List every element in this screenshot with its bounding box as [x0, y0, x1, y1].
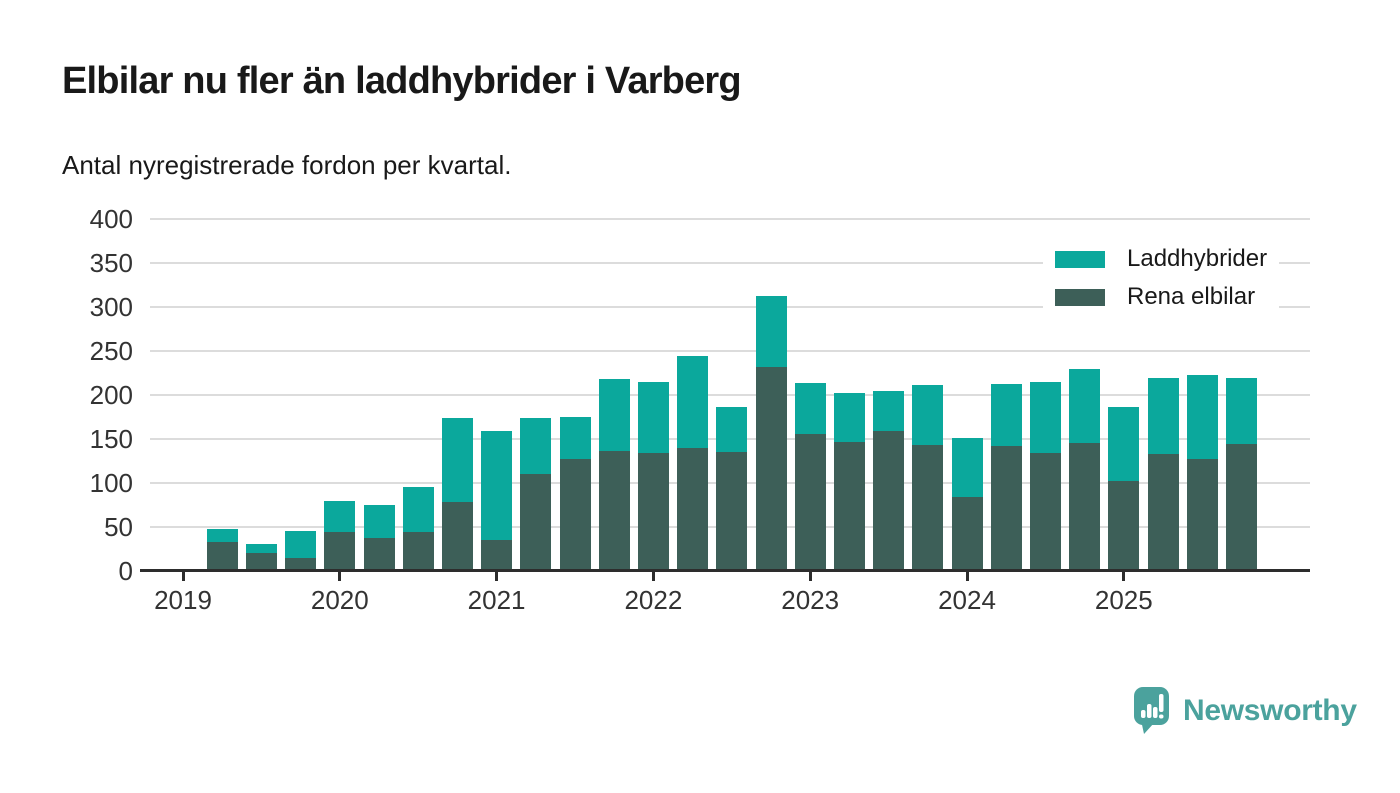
bar-laddhybrider-2020-Q2: [363, 505, 395, 539]
y-axis-tick-label-100: 100: [89, 468, 133, 498]
bar-laddhybrider-2023-Q4: [912, 385, 944, 446]
bar-rena-elbilar-2024-Q2: [990, 446, 1022, 571]
gridline-200: [150, 394, 1310, 396]
y-axis-tick-label-50: 50: [104, 512, 133, 542]
newsworthy-brand-text: Newsworthy: [1183, 693, 1357, 727]
x-axis-year-label-2022: 2022: [624, 585, 683, 615]
gridline-400: [150, 218, 1310, 220]
bar-laddhybrider-2023-Q2: [833, 393, 865, 442]
bar-laddhybrider-2021-Q2: [520, 417, 552, 475]
bar-laddhybrider-2022-Q2: [677, 356, 709, 448]
newsworthy-brandmark: Newsworthy: [1133, 686, 1357, 735]
x-axis-tick-2025: [1122, 572, 1126, 581]
bar-laddhybrider-2025-Q4: [1225, 378, 1257, 445]
y-axis-tick-label-200: 200: [89, 380, 133, 410]
bar-laddhybrider-2022-Q1: [637, 381, 669, 454]
x-axis-year-label-2025: 2025: [1094, 585, 1153, 615]
y-axis-tick-label-300: 300: [89, 292, 133, 322]
legend-label-laddhybrider: Laddhybrider: [1127, 245, 1268, 272]
x-axis-year-label-2021: 2021: [467, 585, 526, 615]
chart-subtitle: Antal nyregistrerade fordon per kvartal.: [62, 150, 512, 180]
bar-rena-elbilar-2021-Q4: [598, 451, 630, 571]
bar-rena-elbilar-2022-Q3: [716, 452, 748, 571]
chart-title: Elbilar nu fler än laddhybrider i Varber…: [62, 60, 742, 102]
bar-laddhybrider-2025-Q1: [1108, 407, 1140, 482]
bar-rena-elbilar-2022-Q1: [637, 453, 669, 571]
bar-laddhybrider-2023-Q3: [873, 390, 905, 432]
legend: Laddhybrider Rena elbilar: [1043, 239, 1280, 317]
bar-rena-elbilar-2022-Q4: [755, 366, 787, 571]
legend-label-rena-elbilar: Rena elbilar: [1127, 283, 1256, 310]
bar-laddhybrider-2020-Q1: [324, 501, 356, 533]
y-axis-tick-label-0: 0: [118, 556, 133, 586]
legend-item-rena-elbilar: Rena elbilar: [1055, 282, 1267, 312]
bar-laddhybrider-2021-Q1: [481, 431, 513, 541]
gridline-300: [150, 306, 1310, 308]
legend-swatch-rena-elbilar: [1055, 288, 1105, 306]
bar-laddhybrider-2025-Q2: [1147, 378, 1179, 454]
bar-rena-elbilar-2019-Q4: [285, 557, 317, 571]
bar-rena-elbilar-2024-Q1: [951, 497, 983, 571]
y-axis-tick-label-400: 400: [89, 204, 133, 234]
bar-rena-elbilar-2020-Q1: [324, 532, 356, 571]
bar-laddhybrider-2024-Q2: [990, 384, 1022, 447]
y-axis-tick-label-250: 250: [89, 336, 133, 366]
bar-laddhybrider-2019-Q2: [206, 528, 238, 542]
bar-rena-elbilar-2020-Q2: [363, 538, 395, 571]
x-axis-year-label-2024: 2024: [938, 585, 996, 615]
gridline-350: [150, 262, 1310, 264]
bar-laddhybrider-2024-Q4: [1069, 368, 1101, 443]
y-axis-tick-label-150: 150: [89, 424, 133, 454]
bar-laddhybrider-2024-Q3: [1029, 381, 1061, 454]
x-axis-year-label-2019: 2019: [154, 585, 212, 615]
x-axis-line: [140, 569, 1310, 572]
bar-laddhybrider-2021-Q3: [559, 417, 591, 460]
legend-swatch-laddhybrider: [1055, 250, 1105, 268]
x-axis-tick-2024: [965, 572, 969, 581]
bar-rena-elbilar-2023-Q3: [873, 431, 905, 571]
bar-laddhybrider-2022-Q3: [716, 407, 748, 453]
bar-rena-elbilar-2024-Q4: [1069, 442, 1101, 571]
bar-rena-elbilar-2024-Q3: [1029, 453, 1061, 571]
bar-rena-elbilar-2023-Q2: [833, 441, 865, 571]
gridline-250: [150, 350, 1310, 352]
bar-rena-elbilar-2025-Q2: [1147, 453, 1179, 571]
bar-rena-elbilar-2025-Q3: [1186, 459, 1218, 571]
x-axis-tick-2021: [495, 572, 499, 581]
bar-rena-elbilar-2020-Q3: [402, 532, 434, 571]
bar-laddhybrider-2019-Q4: [285, 530, 317, 558]
x-axis-year-label-2023: 2023: [781, 585, 840, 615]
bar-rena-elbilar-2023-Q1: [794, 433, 826, 571]
x-axis-year-label-2020: 2020: [310, 585, 369, 615]
bar-rena-elbilar-2021-Q2: [520, 474, 552, 571]
bar-laddhybrider-2020-Q3: [402, 486, 434, 533]
y-axis-tick-label-350: 350: [89, 248, 133, 278]
x-axis-tick-2020: [338, 572, 342, 581]
legend-item-laddhybrider: Laddhybrider: [1055, 244, 1267, 274]
bar-laddhybrider-2025-Q3: [1186, 374, 1218, 460]
bar-laddhybrider-2019-Q3: [245, 543, 277, 554]
bar-laddhybrider-2024-Q1: [951, 438, 983, 498]
bar-rena-elbilar-2019-Q2: [206, 541, 238, 571]
x-axis-tick-2019: [181, 572, 185, 581]
x-axis-tick-2023: [808, 572, 812, 581]
bar-rena-elbilar-2021-Q1: [481, 540, 513, 571]
bar-laddhybrider-2023-Q1: [794, 382, 826, 434]
bar-laddhybrider-2022-Q4: [755, 295, 787, 367]
bar-rena-elbilar-2019-Q3: [245, 553, 277, 571]
bar-rena-elbilar-2023-Q4: [912, 445, 944, 571]
bar-laddhybrider-2020-Q4: [441, 417, 473, 503]
x-axis-tick-2022: [651, 572, 655, 581]
bar-rena-elbilar-2025-Q4: [1225, 444, 1257, 571]
bar-rena-elbilar-2025-Q1: [1108, 481, 1140, 571]
newsworthy-speech-bubble-bar-chart-icon: [1134, 687, 1169, 734]
bar-laddhybrider-2021-Q4: [598, 379, 630, 452]
bar-rena-elbilar-2022-Q2: [677, 447, 709, 571]
bar-rena-elbilar-2021-Q3: [559, 459, 591, 571]
bar-rena-elbilar-2020-Q4: [441, 502, 473, 571]
